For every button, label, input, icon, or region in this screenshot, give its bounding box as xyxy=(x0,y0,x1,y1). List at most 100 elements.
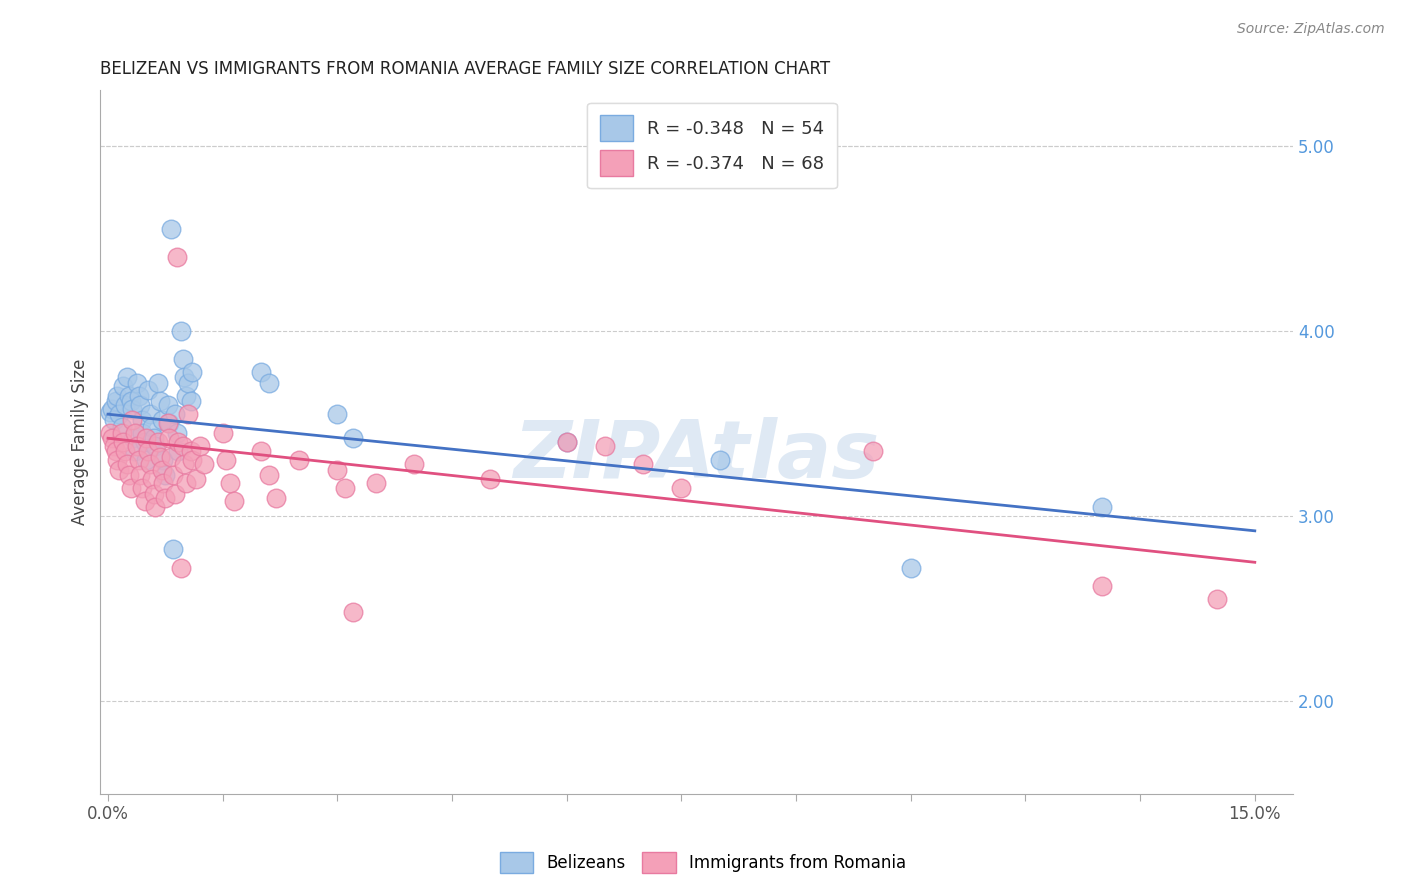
Point xyxy=(124,425,146,440)
Point xyxy=(193,457,215,471)
Point xyxy=(150,413,173,427)
Point xyxy=(135,431,157,445)
Point xyxy=(159,222,181,236)
Point xyxy=(172,351,194,366)
Point xyxy=(177,407,200,421)
Point xyxy=(101,431,124,445)
Point xyxy=(169,324,191,338)
Point xyxy=(177,376,200,390)
Point xyxy=(167,444,190,458)
Point xyxy=(172,439,194,453)
Point xyxy=(134,494,156,508)
Point xyxy=(145,439,167,453)
Point xyxy=(111,420,134,434)
Point xyxy=(103,439,125,453)
Point xyxy=(146,434,169,449)
Point xyxy=(162,542,184,557)
Point xyxy=(156,417,179,431)
Point xyxy=(129,398,152,412)
Point xyxy=(173,457,195,471)
Point xyxy=(139,457,162,471)
Point xyxy=(257,376,280,390)
Point xyxy=(250,365,273,379)
Point xyxy=(152,475,174,490)
Point xyxy=(139,407,162,421)
Point xyxy=(162,468,184,483)
Y-axis label: Average Family Size: Average Family Size xyxy=(72,359,89,525)
Point xyxy=(141,472,163,486)
Point xyxy=(98,405,121,419)
Point xyxy=(257,468,280,483)
Point xyxy=(121,413,143,427)
Point xyxy=(165,487,187,501)
Point xyxy=(180,444,202,458)
Point xyxy=(219,475,242,490)
Point xyxy=(128,389,150,403)
Point xyxy=(141,420,163,434)
Point xyxy=(108,407,131,421)
Point xyxy=(120,481,142,495)
Point xyxy=(264,491,287,505)
Point xyxy=(159,450,181,464)
Legend: Belizeans, Immigrants from Romania: Belizeans, Immigrants from Romania xyxy=(494,846,912,880)
Point xyxy=(326,407,349,421)
Point xyxy=(174,475,197,490)
Point xyxy=(121,401,143,416)
Point xyxy=(180,394,202,409)
Point xyxy=(124,444,146,458)
Point xyxy=(136,444,159,458)
Point xyxy=(709,453,731,467)
Point xyxy=(181,453,204,467)
Point xyxy=(134,434,156,449)
Point xyxy=(479,472,502,486)
Point xyxy=(128,453,150,467)
Point xyxy=(250,444,273,458)
Point xyxy=(149,450,172,464)
Point xyxy=(111,425,134,440)
Point xyxy=(115,370,138,384)
Point xyxy=(900,561,922,575)
Point xyxy=(115,457,138,471)
Point xyxy=(288,453,311,467)
Point xyxy=(142,431,165,445)
Point xyxy=(131,425,153,440)
Point xyxy=(152,453,174,467)
Point xyxy=(862,444,884,458)
Point xyxy=(105,389,128,403)
Point xyxy=(136,383,159,397)
Point xyxy=(156,398,179,412)
Point xyxy=(364,475,387,490)
Point xyxy=(333,481,356,495)
Point xyxy=(166,425,188,440)
Point xyxy=(402,457,425,471)
Text: ZIPAtlas: ZIPAtlas xyxy=(513,417,880,495)
Point xyxy=(146,376,169,390)
Point xyxy=(173,370,195,384)
Point xyxy=(1091,500,1114,514)
Point xyxy=(157,417,180,431)
Point xyxy=(1205,592,1227,607)
Point xyxy=(112,434,135,449)
Point xyxy=(342,431,364,445)
Point xyxy=(150,463,173,477)
Point xyxy=(108,463,131,477)
Point xyxy=(129,468,152,483)
Point xyxy=(169,561,191,575)
Point xyxy=(149,394,172,409)
Point xyxy=(555,434,578,449)
Point xyxy=(131,481,153,495)
Point xyxy=(224,494,246,508)
Point xyxy=(120,394,142,409)
Point xyxy=(671,481,693,495)
Point xyxy=(145,500,167,514)
Point xyxy=(326,463,349,477)
Text: Source: ZipAtlas.com: Source: ZipAtlas.com xyxy=(1237,22,1385,37)
Point xyxy=(188,439,211,453)
Point xyxy=(631,457,654,471)
Point xyxy=(112,379,135,393)
Point xyxy=(174,389,197,403)
Point xyxy=(211,425,233,440)
Point xyxy=(215,453,238,467)
Legend: R = -0.348   N = 54, R = -0.374   N = 68: R = -0.348 N = 54, R = -0.374 N = 68 xyxy=(588,103,837,188)
Text: BELIZEAN VS IMMIGRANTS FROM ROMANIA AVERAGE FAMILY SIZE CORRELATION CHART: BELIZEAN VS IMMIGRANTS FROM ROMANIA AVER… xyxy=(100,60,831,78)
